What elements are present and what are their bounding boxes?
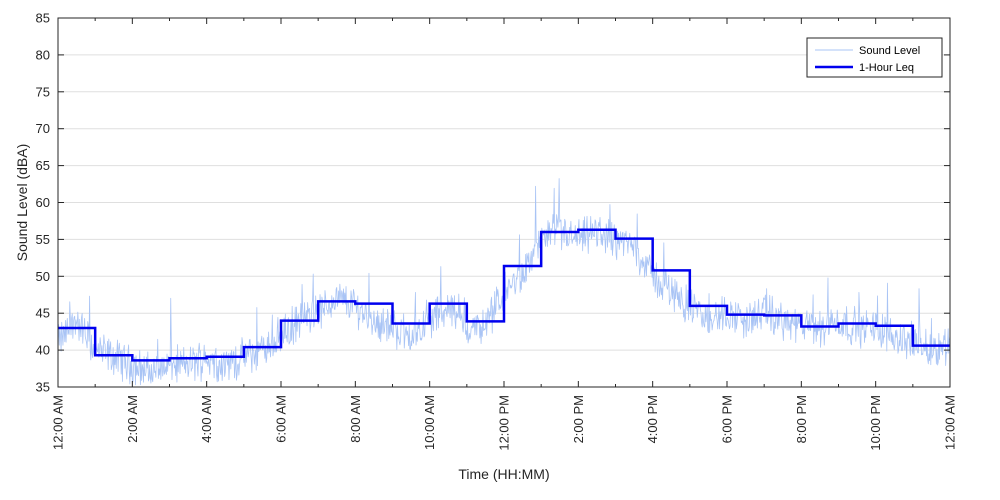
y-tick-label: 40	[36, 343, 50, 358]
legend-box	[806, 37, 943, 78]
y-tick-label: 50	[36, 269, 50, 284]
x-axis-title: Time (HH:MM)	[458, 466, 549, 482]
x-tick-label: 4:00 PM	[645, 395, 660, 443]
y-tick-label: 45	[36, 306, 50, 321]
leq-step-line	[58, 228, 950, 362]
y-tick-label: 55	[36, 232, 50, 247]
x-tick-label: 10:00 AM	[422, 395, 437, 450]
y-tick-label: 60	[36, 195, 50, 210]
x-tick-label: 6:00 AM	[274, 395, 289, 443]
y-tick-label: 65	[36, 158, 50, 173]
x-tick-label: 10:00 PM	[868, 395, 883, 451]
y-tick-label: 70	[36, 121, 50, 136]
x-tick-label: 2:00 AM	[125, 395, 140, 443]
y-tick-label: 35	[36, 380, 50, 395]
y-tick-label: 85	[36, 11, 50, 26]
y-axis-title: Sound Level (dBA)	[14, 144, 30, 262]
x-tick-label: 4:00 AM	[199, 395, 214, 443]
plot-area	[57, 178, 951, 386]
y-tick-label: 80	[36, 47, 50, 62]
x-tick-label: 12:00 PM	[497, 395, 512, 451]
axis-ticks	[57, 17, 951, 388]
legend-label-sound-level: Sound Level	[859, 45, 920, 57]
x-tick-label: 8:00 AM	[348, 395, 363, 443]
x-tick-label: 12:00 AM	[51, 395, 66, 450]
x-tick-label: 12:00 AM	[943, 395, 958, 450]
x-tick-label: 6:00 PM	[720, 395, 735, 443]
legend: Sound Level 1-Hour Leq	[806, 37, 943, 78]
tick-labels: 35 40 45 50 55 60 65 70 75 80 85 12:00 AM 2:00 AM 4:0…	[36, 11, 958, 451]
x-tick-label: 2:00 PM	[571, 395, 586, 443]
x-tick-label: 8:00 PM	[794, 395, 809, 443]
grid-layer	[58, 18, 950, 387]
y-tick-label: 75	[36, 84, 50, 99]
legend-label-1-hour-leq: 1-Hour Leq	[859, 62, 914, 74]
